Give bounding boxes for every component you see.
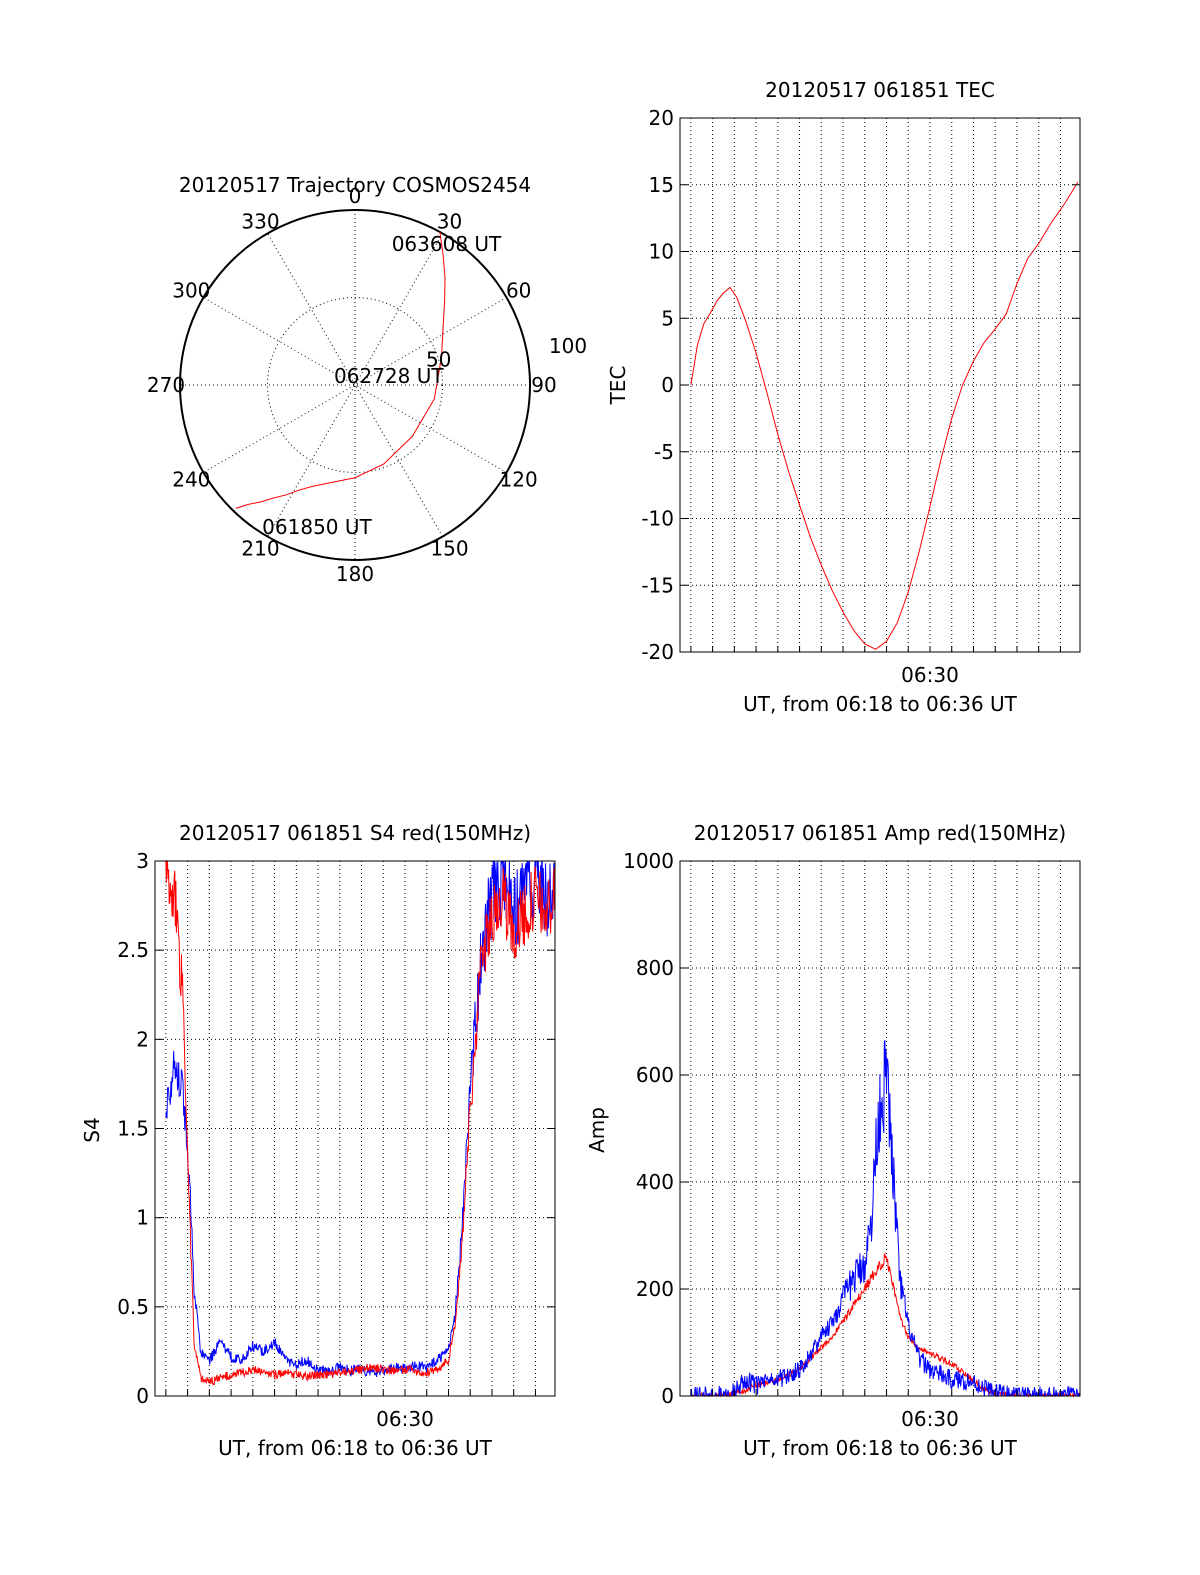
x-tick-label: 06:30: [901, 1407, 959, 1431]
s4-ticks: 0 0.5 1 1.5 2 2.5 3 06:30: [117, 849, 555, 1431]
polar-angle-label: 150: [430, 537, 468, 561]
polar-radius-label: 100: [549, 334, 587, 358]
trajectory-series: [235, 231, 446, 509]
y-tick-label: -15: [641, 573, 674, 597]
amp-series: [690, 1040, 1081, 1398]
tec-xlabel: UT, from 06:18 to 06:36 UT: [743, 692, 1018, 716]
amp-panel: 20120517 061851 Amp red(150MHz) 0 200 400 6…: [585, 821, 1081, 1460]
s4-series: [165, 859, 556, 1386]
y-tick-label: 15: [649, 173, 674, 197]
amp-ticks: 0 200 400 600 800 1000 06:30: [623, 849, 1080, 1431]
s4-grid: [155, 861, 555, 1396]
polar-angle-label: 180: [336, 562, 374, 586]
polar-angle-label: 30: [437, 209, 462, 233]
s4-xlabel: UT, from 06:18 to 06:36 UT: [218, 1436, 493, 1460]
y-tick-label: -5: [654, 440, 674, 464]
y-tick-label: 800: [636, 956, 674, 980]
polar-radius-label: 50: [426, 347, 451, 371]
polar-grid: [179, 209, 531, 561]
x-tick-label: 06:30: [901, 663, 959, 687]
polar-labels: 0 30 60 90 120 150 180 210 240 270 300 330 50 100 0636…: [147, 184, 587, 586]
y-tick-label: 20: [649, 106, 674, 130]
y-tick-label: -10: [641, 507, 674, 531]
x-tick-label: 06:30: [376, 1407, 434, 1431]
polar-angle-label: 240: [172, 468, 210, 492]
tec-ticks: -20 -15 -10 -5 0 5 10 15 20 06:30: [641, 106, 1080, 687]
polar-angle-label: 60: [506, 279, 531, 303]
y-tick-label: 1000: [623, 849, 674, 873]
polar-angle-label: 300: [172, 279, 210, 303]
polar-angle-label: 210: [241, 537, 279, 561]
trajectory-time-label: 062728 UT: [334, 364, 444, 388]
s4-panel: 20120517 061851 S4 red(150MHz) 0 0.5 1 1.5 2…: [80, 821, 556, 1460]
polar-angle-label: 0: [349, 184, 362, 208]
amp-axes-frame: [679, 860, 1081, 1397]
trajectory-time-label: 063608 UT: [392, 232, 502, 256]
tec-title: 20120517 061851 TEC: [765, 78, 995, 102]
y-tick-label: 400: [636, 1170, 674, 1194]
y-tick-label: 0: [661, 1384, 674, 1408]
polar-inner-ring: [267, 297, 443, 473]
y-tick-label: 0.5: [117, 1295, 149, 1319]
polar-angle-label: 330: [241, 209, 279, 233]
tec-grid: [680, 118, 1080, 652]
s4-series-line-blue: [165, 860, 556, 1377]
polar-angle-label: 120: [500, 468, 538, 492]
polar-angle-label: 270: [147, 373, 185, 397]
y-tick-label: 1.5: [117, 1117, 149, 1141]
amp-series-line-blue: [690, 1040, 1081, 1398]
tec-series-line-red: [690, 181, 1079, 650]
y-tick-label: 1: [136, 1206, 149, 1230]
trajectory-line: [235, 231, 446, 509]
y-tick-label: 10: [649, 240, 674, 264]
y-tick-label: 5: [661, 306, 674, 330]
trajectory-title: 20120517 Trajectory COSMOS2454: [179, 173, 531, 197]
y-tick-label: 200: [636, 1277, 674, 1301]
y-tick-label: 2.5: [117, 938, 149, 962]
y-tick-label: -20: [641, 640, 674, 664]
s4-ylabel: S4: [80, 1117, 104, 1142]
amp-ylabel: Amp: [585, 1107, 609, 1153]
tec-ylabel: TEC: [606, 366, 630, 406]
y-tick-label: 600: [636, 1063, 674, 1087]
amp-title: 20120517 061851 Amp red(150MHz): [694, 821, 1066, 845]
tec-panel: 20120517 061851 TEC -20 -15 -10 -5 0 5 10 15 20 0…: [606, 78, 1081, 716]
polar-angle-label: 90: [531, 373, 556, 397]
trajectory-time-label: 061850 UT: [262, 515, 372, 539]
trajectory-panel: 20120517 Trajectory COSMOS2454 0 30 60 90 12…: [147, 173, 587, 586]
s4-title: 20120517 061851 S4 red(150MHz): [179, 821, 531, 845]
y-tick-label: 2: [136, 1027, 149, 1051]
y-tick-label: 0: [661, 373, 674, 397]
s4-series-line-red: [165, 859, 556, 1386]
tec-series: [690, 181, 1079, 650]
amp-xlabel: UT, from 06:18 to 06:36 UT: [743, 1436, 1018, 1460]
y-tick-label: 3: [136, 849, 149, 873]
y-tick-label: 0: [136, 1384, 149, 1408]
